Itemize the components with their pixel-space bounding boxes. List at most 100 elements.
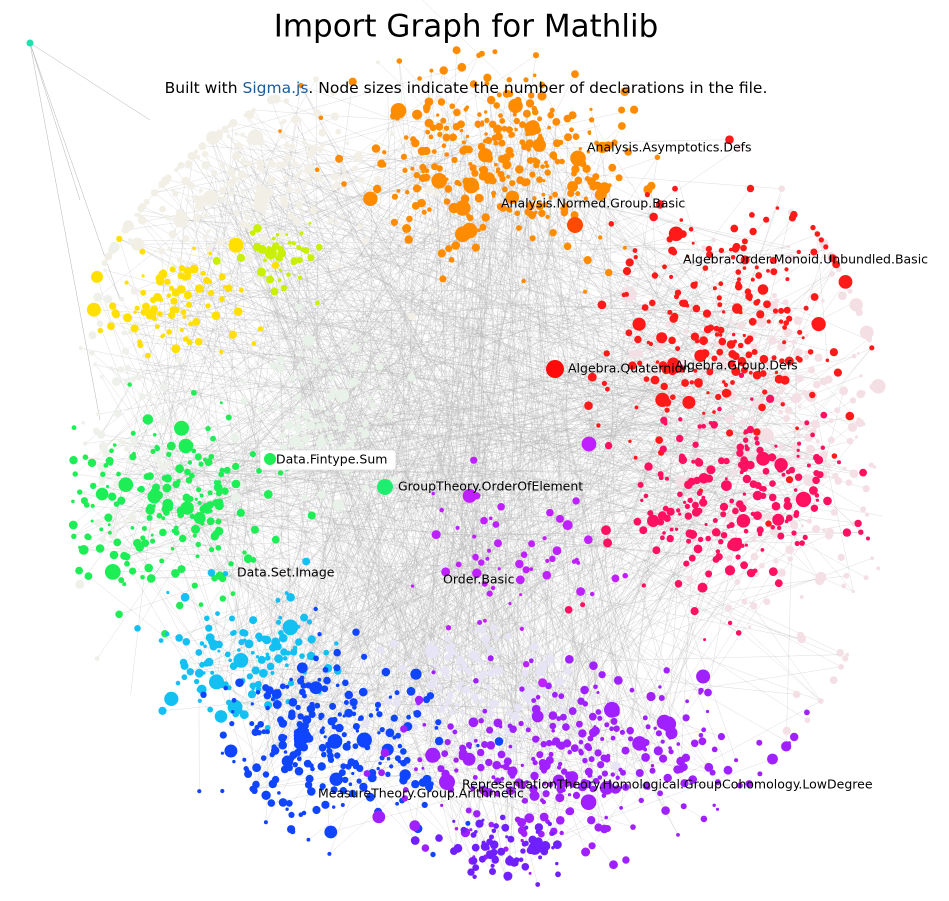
- edge: [182, 538, 509, 634]
- edge: [141, 250, 518, 490]
- edge: [347, 588, 665, 723]
- node: [822, 473, 828, 479]
- edge: [574, 188, 605, 369]
- node: [305, 176, 311, 183]
- node: [296, 744, 304, 752]
- node: [134, 625, 141, 632]
- node: [506, 786, 515, 796]
- node: [182, 638, 191, 646]
- edge: [475, 111, 486, 558]
- node: [795, 491, 812, 508]
- edge: [419, 476, 603, 675]
- edge: [267, 477, 365, 709]
- node: [596, 141, 609, 154]
- node: [774, 370, 779, 375]
- node: [483, 73, 492, 82]
- node: [356, 764, 364, 773]
- node: [228, 330, 237, 339]
- edge: [381, 772, 561, 821]
- node: [503, 757, 512, 766]
- edge: [322, 176, 597, 748]
- edge: [483, 170, 527, 844]
- sigma-link[interactable]: Sigma.js: [243, 79, 309, 97]
- node: [668, 336, 676, 345]
- node: [749, 212, 755, 218]
- node: [233, 307, 243, 316]
- node: [180, 309, 187, 315]
- node: [479, 165, 489, 175]
- node: [829, 270, 835, 277]
- node: [692, 441, 699, 448]
- edge: [224, 286, 620, 492]
- edge: [443, 120, 814, 432]
- node: [828, 254, 837, 263]
- node: [700, 815, 708, 823]
- edge: [189, 341, 450, 382]
- node: [499, 814, 506, 821]
- edge: [308, 221, 620, 418]
- node: [711, 237, 717, 243]
- edge: [207, 233, 463, 307]
- node: [199, 661, 206, 668]
- edge: [247, 140, 569, 672]
- node: [172, 190, 179, 197]
- node: [782, 726, 791, 735]
- edge: [180, 510, 720, 558]
- edge: [537, 286, 558, 722]
- edge: [126, 329, 708, 558]
- node: [791, 530, 797, 536]
- edge: [330, 206, 501, 756]
- node: [750, 416, 755, 422]
- edge: [379, 310, 509, 636]
- node: [551, 740, 557, 746]
- node: [688, 226, 694, 232]
- node: [99, 527, 104, 532]
- node: [674, 294, 679, 300]
- node: [306, 704, 316, 714]
- node: [146, 574, 156, 583]
- node: [199, 641, 205, 646]
- edge: [504, 370, 748, 466]
- node: [366, 395, 372, 401]
- edge: [424, 174, 533, 725]
- node: [263, 490, 273, 499]
- node: [253, 224, 262, 233]
- node: [603, 350, 610, 357]
- node: [170, 188, 174, 192]
- node: [192, 213, 201, 222]
- node: [589, 107, 593, 111]
- node: [758, 471, 762, 476]
- node: [421, 169, 426, 174]
- node: [345, 141, 350, 146]
- node: [589, 661, 598, 670]
- node: [486, 726, 494, 734]
- node: [812, 525, 821, 534]
- node: [439, 507, 445, 513]
- node: [344, 381, 349, 386]
- node: [721, 388, 731, 398]
- edge: [109, 172, 215, 533]
- node: [797, 329, 803, 335]
- node: [489, 868, 496, 875]
- edge: [543, 419, 634, 745]
- labeled-node: [264, 453, 276, 465]
- node: [810, 504, 819, 512]
- node: [113, 538, 122, 547]
- node: [226, 699, 232, 706]
- node: [349, 377, 358, 387]
- node: [774, 374, 784, 384]
- node: [340, 763, 347, 770]
- edge: [263, 226, 583, 734]
- node: [814, 455, 824, 465]
- node: [494, 791, 501, 797]
- node: [418, 778, 428, 787]
- node: [506, 206, 512, 212]
- edge: [196, 341, 512, 682]
- node: [150, 296, 157, 304]
- node: [429, 124, 437, 132]
- node: [481, 741, 489, 748]
- edge: [311, 316, 412, 502]
- node: [177, 465, 181, 469]
- edge: [577, 273, 833, 461]
- node: [696, 451, 702, 457]
